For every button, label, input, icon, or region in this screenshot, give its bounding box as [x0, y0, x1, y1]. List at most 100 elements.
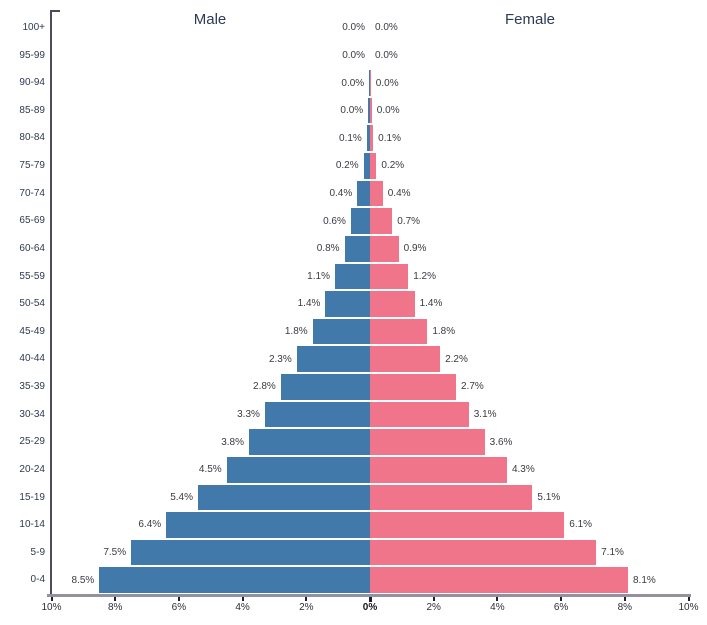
female-bar: [370, 207, 393, 235]
female-value-label: 0.4%: [387, 188, 411, 199]
male-value-label: 0.8%: [316, 243, 340, 255]
x-tick-label: 8%: [617, 602, 633, 613]
age-group-label: 15-19: [19, 491, 45, 503]
male-bar: [357, 179, 370, 208]
female-value-label: 0.0%: [376, 105, 400, 117]
female-value-label: 0.0%: [375, 49, 398, 61]
age-group-label: 0-4: [30, 574, 45, 586]
male-bar: [325, 290, 370, 318]
female-value-label: 0.9%: [403, 243, 427, 255]
female-bar: [370, 345, 441, 374]
female-bar: [370, 96, 372, 125]
x-tick-label: 2%: [426, 602, 441, 613]
male-bar: [166, 511, 370, 539]
pyramid-row: 2.8% 2.7%: [50, 373, 690, 401]
male-bar: [350, 207, 370, 235]
age-group-label: 90-94: [19, 77, 45, 89]
x-tick-label: 6%: [553, 602, 569, 613]
x-tick-mark: [241, 597, 244, 601]
pyramid-row: 6.4% 6.1%: [50, 511, 690, 539]
x-tick-label: 6%: [171, 602, 187, 613]
pyramid-row: 0.8% 0.9%: [50, 234, 690, 263]
x-tick-mark: [623, 597, 626, 601]
male-value-label: 0.0%: [342, 49, 365, 61]
pyramid-row: 5.4% 5.1%: [50, 483, 690, 512]
male-value-label: 3.8%: [221, 436, 244, 448]
male-value-label: 6.4%: [138, 519, 162, 531]
x-tick-mark: [368, 597, 372, 602]
x-tick-label: 4%: [490, 602, 505, 613]
female-bar: [370, 566, 628, 594]
pyramid-row: 1.8% 1.8%: [50, 317, 690, 346]
female-value-label: 0.1%: [378, 132, 401, 144]
pyramid-row: 2.3% 2.2%: [50, 345, 690, 374]
male-value-label: 0.1%: [339, 132, 362, 144]
age-group-label: 60-64: [19, 242, 45, 254]
male-value-label: 0.6%: [323, 215, 346, 227]
x-tick-mark: [177, 597, 180, 601]
age-group-label: 35-39: [19, 381, 45, 393]
x-tick-mark: [560, 597, 563, 601]
male-bar: [198, 483, 370, 512]
pyramid-row: 0.6% 0.7%: [50, 207, 690, 235]
male-bar: [280, 373, 370, 401]
age-group-label: 45-49: [19, 325, 45, 337]
male-value-label: 3.3%: [237, 408, 260, 420]
male-value-label: 1.1%: [307, 270, 330, 282]
female-value-label: 8.1%: [632, 574, 656, 586]
age-group-label: 75-79: [19, 160, 45, 172]
male-bar: [368, 96, 370, 125]
female-bar: [370, 317, 428, 346]
pyramid-row: 0.0% 0.0%: [50, 69, 690, 97]
female-series-title: Female: [504, 11, 556, 28]
male-value-label: 0.0%: [341, 77, 365, 89]
male-value-label: 1.8%: [284, 326, 308, 338]
female-value-label: 0.0%: [375, 77, 399, 89]
pyramid-row: 0.0% 0.0%: [50, 96, 690, 125]
female-value-label: 1.8%: [432, 326, 456, 338]
female-value-label: 1.2%: [413, 270, 437, 282]
age-group-label: 65-69: [19, 215, 45, 227]
age-group-label: 20-24: [19, 463, 45, 475]
x-tick-mark: [305, 597, 308, 601]
female-bar: [370, 373, 456, 401]
male-bar: [131, 538, 370, 567]
age-group-label: 40-44: [19, 353, 45, 365]
female-bar: [370, 69, 371, 97]
male-value-label: 1.4%: [297, 298, 321, 310]
male-value-label: 4.5%: [198, 464, 222, 476]
age-group-label: 25-29: [19, 436, 45, 448]
male-value-label: 0.0%: [340, 105, 364, 117]
female-bar: [370, 262, 409, 291]
male-value-label: 0.0%: [342, 22, 365, 34]
female-value-label: 6.1%: [569, 519, 593, 531]
x-tick-mark: [432, 597, 435, 601]
pyramid-row: 0.1% 0.1%: [50, 124, 690, 153]
plot-area: 0.0% 0.0% 0.0% 0.0% 0.0% 0.0% 0.0% 0.0% 0.1% 0.1%…: [50, 14, 690, 594]
female-value-label: 3.1%: [473, 408, 497, 420]
x-tick-mark: [114, 597, 117, 601]
female-bar: [370, 455, 507, 484]
x-tick-mark: [50, 597, 53, 601]
pyramid-row: 0.4% 0.4%: [50, 179, 690, 208]
female-bar: [370, 234, 399, 263]
male-value-label: 7.5%: [103, 547, 127, 559]
pyramid-row: 0.0% 0.0%: [50, 14, 690, 42]
pyramid-row: 8.5% 8.1%: [50, 566, 690, 594]
female-value-label: 2.7%: [460, 381, 484, 393]
x-tick-mark: [496, 597, 499, 601]
pyramid-row: 1.4% 1.4%: [50, 290, 690, 318]
female-bar: [370, 428, 485, 456]
male-series-title: Male: [193, 11, 227, 28]
x-tick-label: 4%: [235, 602, 250, 613]
pyramid-row: 0.0% 0.0%: [50, 42, 690, 70]
age-group-label: 30-34: [19, 408, 45, 420]
male-bar: [344, 234, 370, 263]
male-bar: [369, 69, 370, 97]
male-bar: [366, 124, 370, 153]
x-tick-label: 0%: [362, 602, 378, 613]
female-bar: [370, 511, 565, 539]
age-group-label: 70-74: [19, 187, 45, 199]
age-group-label: 85-89: [19, 104, 45, 116]
